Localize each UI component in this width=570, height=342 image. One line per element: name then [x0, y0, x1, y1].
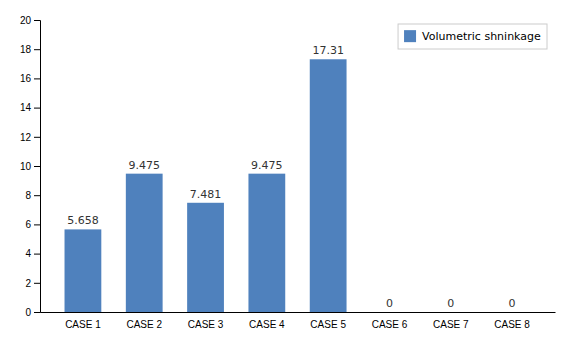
bar: [310, 59, 347, 312]
data-label: 0: [386, 297, 393, 310]
bar: [432, 312, 469, 313]
x-tick: CASE 5: [310, 319, 346, 330]
legend-frame: [398, 24, 547, 49]
x-tick-label: CASE 2: [126, 319, 162, 330]
y-axis-line: [34, 21, 41, 313]
x-tick: CASE 4: [249, 319, 285, 330]
y-tick: 16: [20, 73, 40, 84]
bars: [65, 59, 347, 312]
y-tick: 18: [20, 44, 40, 55]
data-label: 17.31: [312, 44, 344, 57]
y-tick-mark: [34, 224, 40, 225]
x-tick: CASE 2: [126, 319, 162, 330]
x-tick-label: CASE 3: [188, 319, 224, 330]
x-tick-label: CASE 1: [65, 319, 101, 330]
data-label: 9.475: [251, 159, 283, 172]
bar: [126, 174, 163, 312]
y-tick: 8: [25, 190, 40, 201]
bar: [187, 203, 224, 312]
bar: [494, 312, 531, 313]
x-tick-label: CASE 6: [372, 319, 408, 330]
y-tick: 2: [25, 278, 40, 289]
y-axis: 0 2 4 6 8 10 12 14 16 18 20: [20, 15, 41, 318]
bar: [65, 229, 102, 312]
x-axis: CASE 1 CASE 2 CASE 3 CASE 4 CASE 5 CASE 6 CASE…: [41, 313, 556, 331]
bar: [371, 312, 408, 313]
x-tick-label: CASE 5: [310, 319, 346, 330]
legend-label: Volumetric shninkage: [422, 30, 541, 43]
y-tick-label: 20: [20, 15, 32, 26]
data-label: 0: [509, 297, 516, 310]
y-tick-mark: [34, 166, 40, 167]
bar: [248, 174, 285, 312]
x-axis-line: [41, 312, 556, 313]
y-tick-mark: [34, 283, 40, 284]
y-tick-mark: [34, 137, 40, 138]
y-tick-mark: [34, 78, 40, 79]
x-tick: CASE 7: [433, 319, 469, 330]
x-tick-label: CASE 7: [433, 319, 469, 330]
y-tick-mark: [34, 20, 40, 21]
x-tick-label: CASE 4: [249, 319, 285, 330]
data-labels: 5.658 9.475 7.481 9.475 17.31 0 0 0: [67, 44, 515, 310]
data-label: 0: [447, 297, 454, 310]
plot: 02468101214161820CASE 1CASE 2CASE 3CASE …: [20, 15, 556, 330]
y-tick: 10: [20, 161, 40, 172]
y-tick-mark: [34, 254, 40, 255]
data-label: 7.481: [190, 188, 222, 201]
y-tick-mark: [34, 312, 40, 313]
x-tick: CASE 1: [65, 319, 101, 330]
y-tick-label: 2: [25, 278, 31, 289]
legend-swatch: [404, 30, 416, 42]
y-tick: 4: [25, 248, 40, 259]
y-tick-label: 4: [25, 248, 31, 259]
x-tick: CASE 8: [494, 319, 530, 330]
y-tick-label: 8: [25, 190, 31, 201]
y-tick-label: 12: [20, 132, 32, 143]
legend-item: Volumetric shninkage: [404, 30, 541, 43]
y-tick-label: 16: [20, 73, 32, 84]
y-tick-mark: [34, 108, 40, 109]
y-tick: 6: [25, 219, 40, 230]
x-tick: CASE 6: [372, 319, 408, 330]
y-tick-label: 14: [20, 102, 32, 113]
y-tick-mark: [34, 49, 40, 50]
y-tick-label: 6: [25, 219, 31, 230]
y-tick-label: 10: [20, 161, 32, 172]
y-tick-mark: [34, 195, 40, 196]
x-tick: CASE 3: [188, 319, 224, 330]
y-tick: 12: [20, 132, 40, 143]
data-label: 9.475: [128, 159, 160, 172]
data-label: 5.658: [67, 214, 99, 227]
chart: 02468101214161820CASE 1CASE 2CASE 3CASE …: [0, 0, 570, 342]
y-tick-label: 18: [20, 44, 32, 55]
legend: Volumetric shninkage: [398, 24, 547, 49]
y-tick: 14: [20, 102, 40, 113]
y-tick-label: 0: [25, 307, 31, 318]
x-tick-label: CASE 8: [494, 319, 530, 330]
y-tick: 20: [20, 15, 40, 26]
y-tick: 0: [25, 307, 40, 318]
